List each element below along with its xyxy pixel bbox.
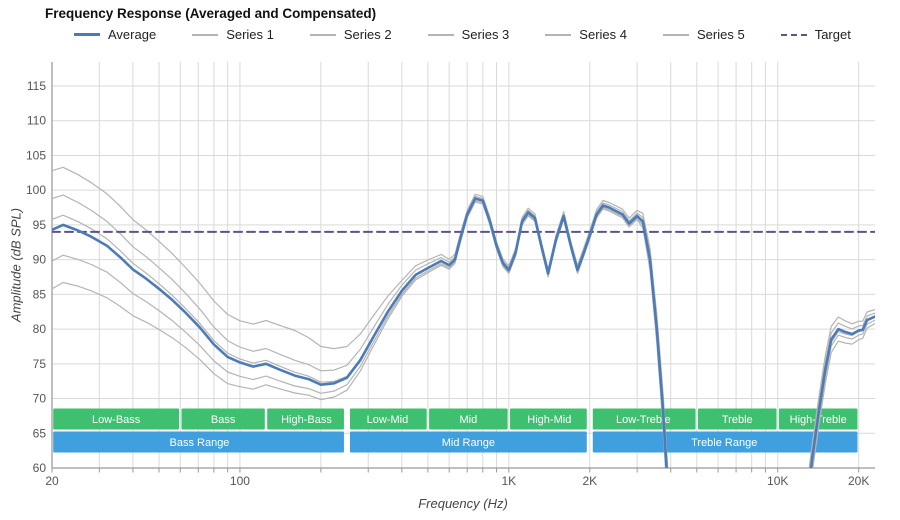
legend-item-series-3[interactable]: Series 3 [427, 27, 510, 42]
svg-text:90: 90 [33, 253, 47, 267]
legend-item-label: Series 1 [226, 27, 274, 42]
legend-item-label: Series 2 [343, 27, 392, 42]
svg-text:85: 85 [33, 287, 47, 301]
axis-spines [51, 62, 875, 469]
legend: Average Series 1 Series 2 Series 3 Series 4 S… [74, 27, 887, 42]
legend-swatch-series-4-icon [545, 33, 572, 36]
legend-item-series-1[interactable]: Series 1 [192, 27, 274, 42]
legend-item-label: Series 3 [461, 27, 510, 42]
legend-item-label: Series 4 [579, 27, 627, 42]
svg-text:80: 80 [33, 322, 47, 336]
legend-swatch-series-5-icon [663, 33, 689, 36]
svg-text:Low-Bass: Low-Bass [92, 414, 141, 426]
legend-item-label: Average [108, 27, 157, 42]
legend-swatch-series-2-icon [309, 33, 336, 36]
grid-lines [51, 62, 875, 469]
svg-text:Mid Range: Mid Range [442, 437, 495, 449]
band-low-bass: Low-Bass [53, 408, 180, 430]
svg-text:65: 65 [33, 426, 47, 440]
band-bass: Bass [181, 408, 265, 430]
x-tick-labels: 20 100 1K 2K 10K 20K [45, 474, 869, 488]
chart-title: Frequency Response (Averaged and Compens… [45, 6, 377, 21]
band-mid: Mid [429, 408, 508, 430]
svg-text:Mid: Mid [460, 414, 478, 426]
legend-swatch-series-3-icon [427, 33, 454, 36]
svg-text:100: 100 [26, 183, 46, 197]
svg-text:95: 95 [33, 218, 47, 232]
svg-text:2K: 2K [582, 474, 597, 488]
legend-swatch-series-1-icon [192, 33, 219, 36]
svg-text:105: 105 [26, 148, 46, 162]
svg-text:10K: 10K [767, 474, 788, 488]
band-range-mid-range: Mid Range [349, 431, 587, 453]
band-range-bass-range: Bass Range [53, 431, 344, 453]
legend-swatch-average-icon [74, 33, 100, 36]
svg-text:Low-Mid: Low-Mid [367, 414, 409, 426]
legend-item-series-2[interactable]: Series 2 [309, 27, 392, 42]
svg-text:100: 100 [230, 474, 250, 488]
legend-item-average[interactable]: Average [74, 27, 156, 42]
x-axis-title: Frequency (Hz) [418, 496, 508, 511]
svg-text:Bass: Bass [211, 414, 236, 426]
x-tick-marks [51, 468, 860, 473]
svg-text:110: 110 [27, 114, 46, 128]
svg-text:20: 20 [45, 474, 59, 488]
svg-text:60: 60 [33, 461, 47, 475]
svg-text:20K: 20K [848, 474, 869, 488]
band-treble: Treble [697, 408, 777, 430]
svg-text:High-Bass: High-Bass [281, 414, 332, 426]
band-high-mid: High-Mid [510, 408, 587, 430]
svg-text:Low-Treble: Low-Treble [616, 414, 671, 426]
y-tick-labels: 60 65 70 75 80 85 90 95 100 105 110 115 [26, 79, 46, 475]
svg-text:High-Mid: High-Mid [527, 414, 571, 426]
band-range-treble-range: Treble Range [592, 431, 858, 453]
svg-text:75: 75 [33, 357, 47, 371]
legend-swatch-target-icon [780, 33, 807, 36]
legend-item-target[interactable]: Target [780, 27, 851, 42]
svg-text:Bass Range: Bass Range [170, 437, 230, 449]
svg-text:115: 115 [27, 79, 46, 93]
series-line-average [52, 197, 875, 468]
legend-item-series-4[interactable]: Series 4 [545, 27, 627, 42]
y-axis-title: Amplitude (dB SPL) [8, 207, 24, 323]
band-low-treble: Low-Treble [592, 408, 696, 430]
legend-item-series-5[interactable]: Series 5 [663, 27, 745, 42]
legend-item-label: Target [814, 27, 851, 42]
svg-text:70: 70 [33, 392, 47, 406]
band-low-mid: Low-Mid [349, 408, 427, 430]
svg-text:Treble: Treble [722, 414, 753, 426]
band-high-bass: High-Bass [267, 408, 344, 430]
legend-item-label: Series 5 [697, 27, 745, 42]
svg-text:1K: 1K [501, 474, 516, 488]
svg-text:Treble Range: Treble Range [691, 437, 757, 449]
plot-series [52, 166, 875, 468]
